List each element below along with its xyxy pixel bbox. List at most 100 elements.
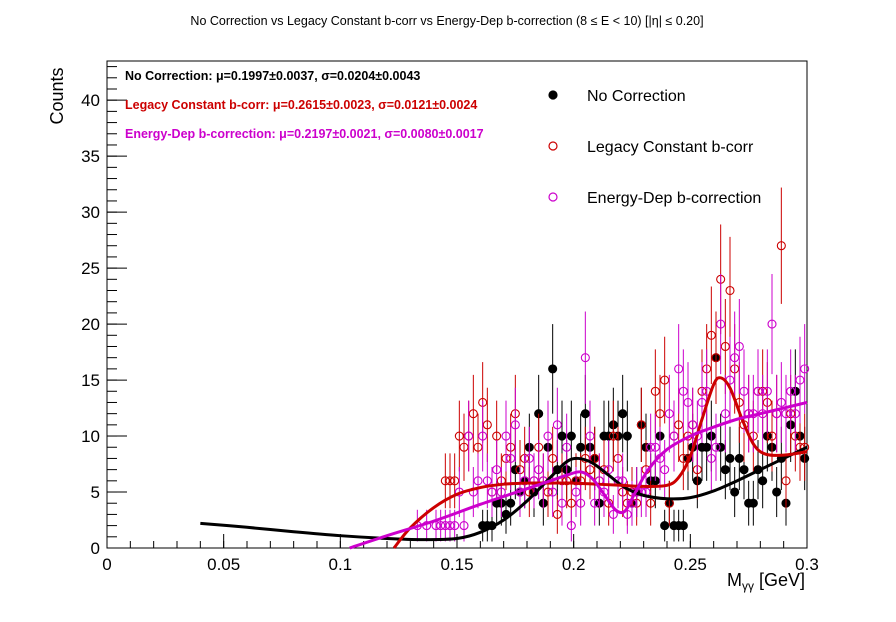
data-point [608,431,618,441]
series-0 [478,311,810,542]
data-point [720,465,730,475]
data-point [702,442,712,452]
x-tick-label: 0.15 [440,555,473,574]
y-tick-label: 40 [81,91,100,110]
data-point [725,285,735,296]
data-point [506,453,516,463]
data-point [608,509,618,519]
y-tick-label: 15 [81,371,100,390]
data-point [646,442,656,452]
data-point [711,442,721,452]
data-point [772,487,782,497]
data-point [636,420,646,430]
fit-stats-0: No Correction: μ=0.1997±0.0037, σ=0.0204… [125,69,420,83]
y-tick-label: 25 [81,259,100,278]
data-point [548,364,558,374]
data-point [678,453,688,463]
data-point [450,476,460,486]
data-point [534,465,544,475]
y-tick-label: 30 [81,203,100,222]
data-point [790,409,800,419]
data-point [706,330,716,340]
data-point [492,465,502,475]
data-point [552,509,562,519]
data-point [585,431,595,441]
data-point [716,319,726,329]
data-point [562,442,572,452]
fit-curve-1 [392,376,808,549]
y-tick-label: 10 [81,427,100,446]
data-point [762,386,772,396]
data-point [706,453,716,463]
x-tick-label: 0.25 [674,555,707,574]
data-point [622,431,632,441]
data-point [767,431,777,441]
data-point [482,420,492,430]
data-point [711,353,721,363]
data-point [664,409,674,419]
data-point [660,375,670,385]
data-point [501,431,511,441]
data-point [776,397,786,408]
data-point [454,431,464,441]
chart-title: No Correction vs Legacy Constant b-corr … [190,14,703,28]
data-point [776,241,786,251]
y-tick-label: 35 [81,147,100,166]
data-point [739,386,749,396]
data-point [725,453,735,463]
data-point [445,476,455,486]
data-point [716,442,726,452]
data-point [688,420,698,430]
x-tick-label: 0.1 [329,555,353,574]
fit-curve-2 [349,401,808,550]
data-point [576,498,586,508]
legend-marker [548,90,558,100]
data-point [543,487,553,497]
data-point [580,353,590,363]
data-point [604,431,614,441]
x-tick-label: 0.2 [562,555,586,574]
data-point [510,420,520,430]
fit-stats-2: Energy-Dep b-correction: μ=0.2197±0.0021… [125,127,484,141]
data-point [557,498,567,508]
x-tick-label: 0.05 [207,555,240,574]
data-point [618,409,628,419]
data-point [674,364,684,374]
y-axis-label: Counts [47,67,67,124]
data-point [580,409,590,419]
data-point [450,521,460,531]
data-point [440,476,450,486]
data-point [543,431,553,441]
legend-label: Energy-Dep b-correction [587,190,761,207]
data-point [510,465,520,475]
data-point [520,476,530,486]
data-point [739,465,749,475]
data-point [650,386,660,396]
data-point [590,498,600,508]
data-point [552,420,562,430]
data-point [473,476,483,486]
data-point [445,521,455,531]
data-point [650,442,660,452]
data-point [678,521,688,531]
data-point [786,386,796,396]
legend-marker [548,192,558,202]
data-point [734,341,744,352]
y-tick-label: 5 [91,483,100,502]
data-point [800,364,810,374]
data-point [566,521,576,531]
data-point [734,453,744,463]
data-point [674,420,684,430]
data-point [720,409,730,419]
data-point [436,521,446,531]
data-point [548,453,558,463]
data-point [660,521,670,531]
data-point [478,431,488,441]
data-point [730,487,740,497]
data-point [678,386,688,396]
x-tick-label: 0 [102,555,111,574]
data-point [646,498,656,508]
data-point [781,476,791,486]
